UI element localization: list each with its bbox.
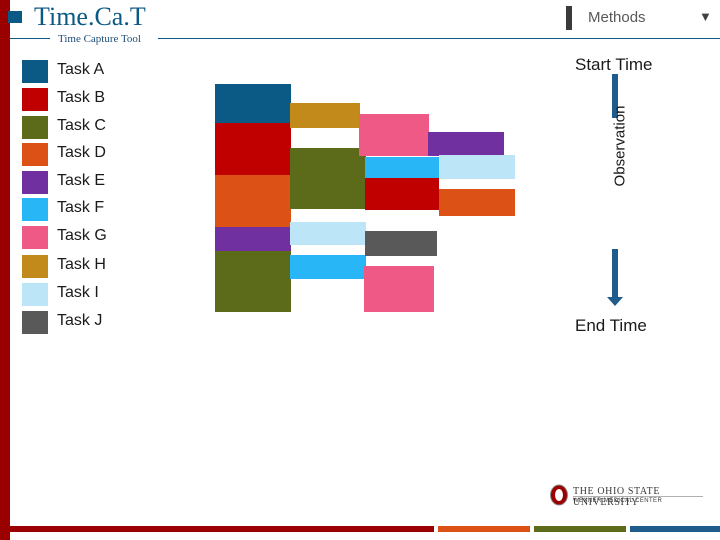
bottom-bar-segment [534,526,626,532]
university-name: THE OHIO STATE UNIVERSITY [573,486,661,508]
legend-swatch [22,88,48,111]
legend-swatch [22,226,48,249]
legend-label: Task D [57,144,106,161]
bottom-bar-segment [0,526,434,532]
task-block [428,132,504,156]
task-block [365,178,439,210]
task-block [290,255,366,279]
legend-swatch [22,171,48,194]
legend-label: Task G [57,227,107,244]
task-block [215,175,291,227]
task-block [439,155,515,179]
page-title: Time.Ca.T [34,2,146,31]
observation-axis-label: Observation [611,105,629,187]
left-accent-bar [0,0,10,540]
legend-swatch [22,116,48,139]
task-block [215,251,291,312]
task-block [290,148,366,209]
legend-label: Task E [57,172,106,189]
arrow-down-icon [607,297,623,306]
page-subtitle: Time Capture Tool [58,33,141,45]
task-block [365,231,437,256]
methods-dropdown-label[interactable]: Methods [588,9,646,26]
block-o-logo-icon [550,484,568,506]
legend-label: Task A [57,61,105,78]
header-divider [10,38,50,39]
task-block [290,222,366,245]
task-block [215,123,291,175]
chevron-down-icon[interactable]: ▼ [699,9,712,24]
bottom-bar-segment [438,526,530,532]
legend-label: Task F [57,199,105,216]
task-block [215,84,291,123]
methods-dropdown[interactable] [566,6,720,30]
medical-center-name: WEXNER MEDICAL CENTER [573,498,663,504]
legend-label: Task B [57,89,106,106]
end-time-label: End Time [575,316,647,335]
legend-label: Task J [57,312,103,329]
legend-swatch [22,198,48,221]
observation-arrow-shaft-top [612,74,618,118]
header-divider [158,38,720,39]
task-block [439,189,515,216]
legend-swatch [22,60,48,83]
logo-divider [573,496,703,497]
legend-swatch [22,255,48,278]
observation-arrow-shaft-bottom [612,249,618,299]
task-block [365,157,439,178]
task-block [290,103,360,128]
task-block [215,227,291,251]
start-time-label: Start Time [575,55,653,74]
legend-label: Task C [57,117,106,134]
legend-label: Task I [57,284,99,301]
title-bullet-icon [8,11,22,23]
legend-swatch [22,311,48,334]
legend-label: Task H [57,256,106,273]
bottom-bar-segment [630,526,720,532]
bottom-color-bar [0,526,720,532]
task-block [364,266,434,312]
task-block [359,114,429,156]
legend-swatch [22,143,48,166]
legend-swatch [22,283,48,306]
